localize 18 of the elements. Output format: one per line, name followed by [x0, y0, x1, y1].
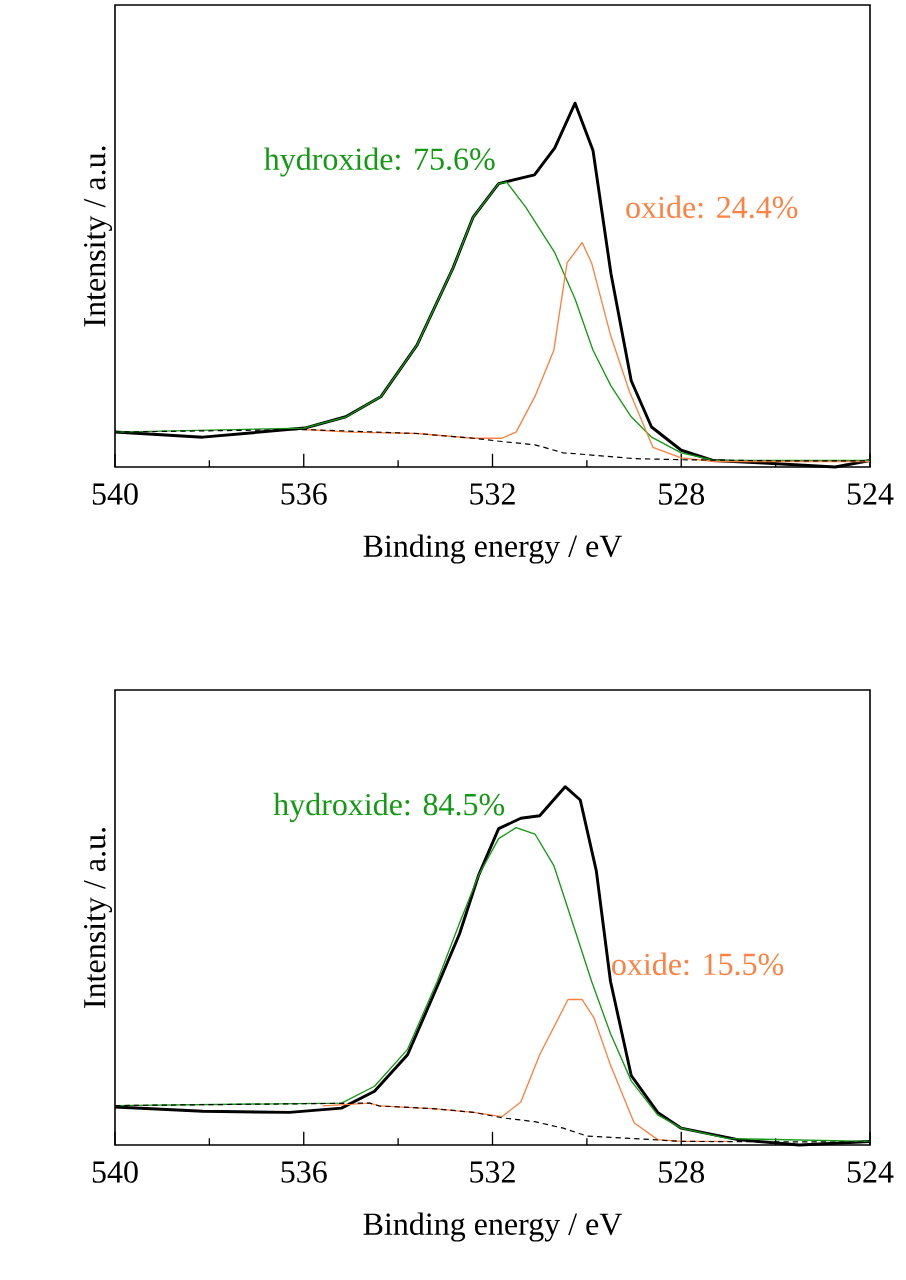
x-axis-title: Binding energy / eV [363, 534, 623, 564]
x-tick-label: 528 [659, 483, 705, 505]
x-axis-title: Binding energy / eV [363, 1212, 623, 1242]
x-tick-label: 528 [659, 1161, 705, 1183]
y-axis-title: Intensity / a.u. [83, 146, 113, 327]
series-label: oxide: 24.4% [626, 195, 798, 219]
x-tick-label: 524 [847, 483, 894, 505]
series-label: hydroxide: 75.6% [264, 147, 495, 177]
x-tick-label: 536 [281, 483, 327, 505]
x-tick-label: 536 [281, 1161, 327, 1183]
y-axis-title: Intensity / a.u. [83, 828, 113, 1008]
series-label: oxide: 15.5% [612, 952, 784, 976]
series-label: hydroxide: 84.5% [273, 792, 505, 822]
x-tick-label: 524 [847, 1161, 894, 1183]
x-tick-label: 540 [92, 483, 138, 505]
x-tick-label: 540 [92, 1161, 138, 1183]
x-tick-label: 532 [470, 1161, 515, 1183]
x-tick-label: 532 [470, 483, 515, 505]
